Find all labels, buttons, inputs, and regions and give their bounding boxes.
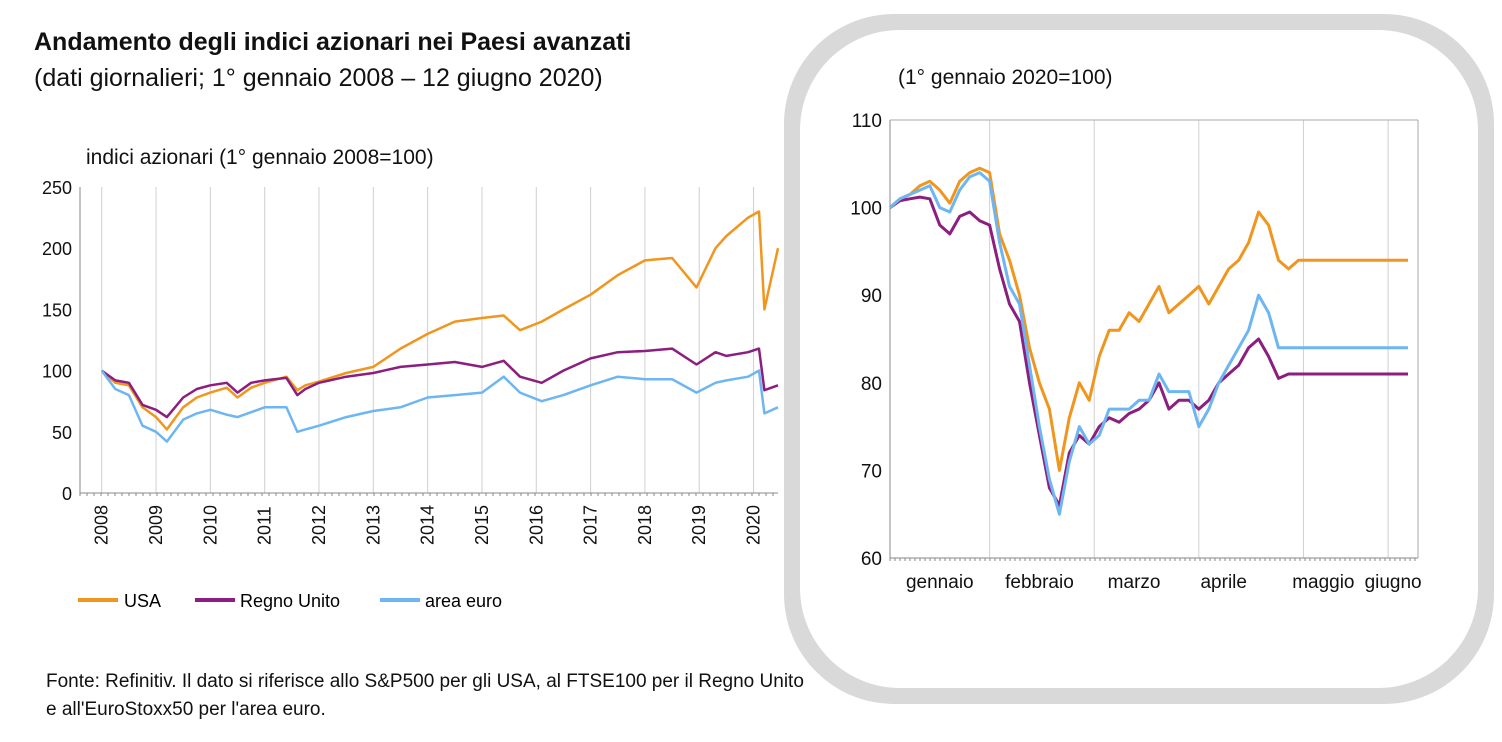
y-tick-label: 70: [861, 461, 882, 482]
right-y-ticks: 60 70 80 90 100 110: [850, 111, 882, 570]
right-gridlines: [889, 119, 1419, 561]
page-title: Andamento degli indici azionari nei Paes…: [34, 28, 632, 56]
y-tick-label: 110: [852, 111, 882, 132]
y-tick-label: 150: [42, 300, 72, 320]
y-tick-label: 80: [861, 374, 882, 395]
zoom-frame-inner: [800, 30, 1478, 688]
x-tick-label: 2013: [363, 505, 383, 545]
x-tick-label: 2014: [418, 505, 438, 545]
y-tick-label: 60: [861, 549, 882, 570]
series-line-area-euro: [889, 171, 1408, 516]
x-tick-label: 2009: [146, 505, 166, 545]
y-tick-label: 50: [52, 423, 72, 443]
x-tick-label: 2019: [689, 505, 709, 545]
x-tick-label: aprile: [1200, 572, 1246, 593]
x-tick-label: 2020: [744, 505, 764, 545]
x-tick-label: maggio: [1292, 572, 1354, 593]
legend: USA Regno Unito area euro: [78, 591, 502, 611]
left-series-lines: [100, 210, 780, 443]
legend-label-usa: USA: [124, 591, 161, 611]
x-tick-label: 2017: [581, 505, 601, 545]
x-tick-label: 2015: [472, 505, 492, 545]
y-tick-label: 100: [850, 199, 882, 220]
series-line-regno-unito: [100, 347, 779, 419]
x-tick-label: 2018: [635, 505, 655, 545]
x-tick-label: 2012: [309, 505, 329, 545]
right-series-lines: [889, 166, 1408, 516]
right-chart-title: (1° gennaio 2020=100): [898, 66, 1113, 89]
right-chart: (1° gennaio 2020=100) 60 70 80 90 100 110 gen…: [850, 66, 1421, 593]
x-tick-label: 2008: [92, 505, 112, 545]
right-x-ticks: gennaio febbraio marzo aprile maggio giugno: [906, 572, 1422, 593]
x-tick-label: 2011: [255, 506, 275, 545]
left-y-ticks: 0 50 100 150 200 250: [42, 178, 72, 504]
left-gridlines: [79, 187, 778, 496]
y-tick-label: 90: [861, 286, 882, 307]
series-line-usa: [100, 210, 780, 431]
series-line-area-euro: [100, 369, 779, 443]
x-tick-label: 2010: [200, 505, 220, 545]
left-chart: indici azionari (1° gennaio 2008=100) 0 5…: [42, 146, 780, 545]
legend-label-area-euro: area euro: [425, 591, 502, 611]
x-tick-label: gennaio: [906, 572, 974, 593]
x-tick-label: 2016: [526, 505, 546, 545]
y-tick-label: 100: [42, 362, 72, 382]
series-line-usa: [889, 166, 1408, 472]
page-subtitle: (dati giornalieri; 1° gennaio 2008 – 12 …: [34, 64, 603, 92]
x-tick-label: marzo: [1108, 572, 1161, 593]
y-tick-label: 200: [42, 239, 72, 259]
left-chart-title: indici azionari (1° gennaio 2008=100): [86, 146, 434, 169]
y-tick-label: 0: [62, 484, 72, 504]
source-note: Fonte: Refinitiv. Il dato si riferisce a…: [46, 671, 804, 720]
left-x-ticks: 2008 2009 2010 2011 2012 2013 2014 2015 2016 2017…: [92, 505, 764, 545]
y-tick-label: 250: [42, 178, 72, 198]
legend-label-regno-unito: Regno Unito: [240, 591, 340, 611]
x-tick-label: giugno: [1365, 572, 1422, 593]
x-tick-label: febbraio: [1005, 572, 1074, 593]
